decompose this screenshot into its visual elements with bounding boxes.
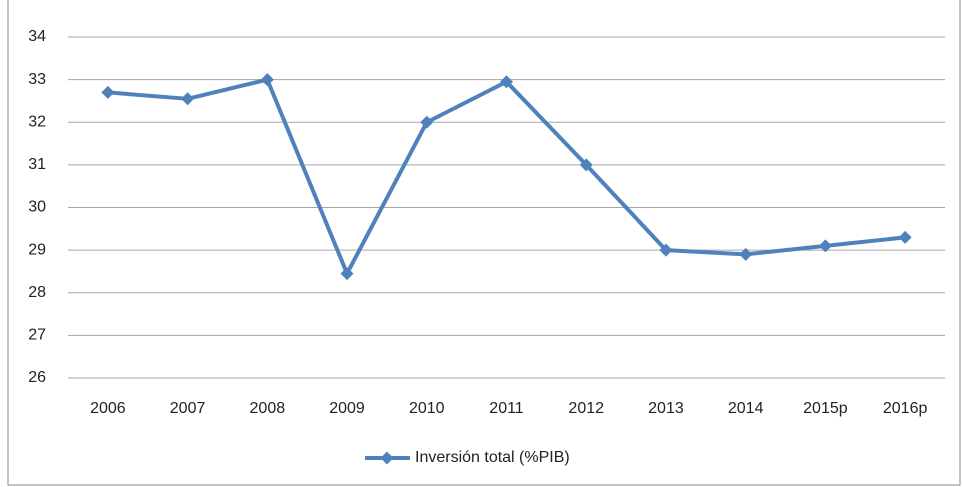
x-tick-label: 2008 <box>250 400 286 417</box>
y-tick-label: 32 <box>28 113 46 130</box>
y-tick-label: 28 <box>28 284 46 301</box>
x-tick-label: 2013 <box>648 400 684 417</box>
x-tick-label: 2012 <box>568 400 604 417</box>
x-tick-label: 2009 <box>329 400 365 417</box>
point-marker <box>579 158 593 172</box>
y-tick-label: 27 <box>28 327 46 344</box>
point-marker <box>659 243 673 257</box>
x-tick-label: 2010 <box>409 400 445 417</box>
x-tick-label: 2011 <box>489 400 524 417</box>
point-marker <box>101 85 115 99</box>
point-marker <box>818 239 832 253</box>
y-tick-label: 34 <box>28 28 46 45</box>
y-tick-label: 31 <box>28 156 46 173</box>
point-marker <box>181 92 195 106</box>
point-marker <box>739 247 753 261</box>
legend-marker <box>380 451 394 465</box>
chart-frame <box>7 0 961 486</box>
point-marker <box>260 73 274 87</box>
y-tick-label: 29 <box>28 241 46 258</box>
x-tick-label: 2007 <box>170 400 206 417</box>
point-marker <box>340 267 354 281</box>
y-tick-label: 26 <box>28 369 46 386</box>
x-tick-label: 2014 <box>728 400 764 417</box>
x-tick-label: 2015p <box>803 400 848 417</box>
point-marker <box>420 115 434 129</box>
y-tick-label: 33 <box>28 71 46 88</box>
x-tick-label: 2016p <box>883 400 928 417</box>
x-tick-label: 2006 <box>90 400 126 417</box>
point-marker <box>898 230 912 244</box>
y-tick-label: 30 <box>28 199 46 216</box>
point-marker <box>500 75 513 89</box>
legend-label: Inversión total (%PIB) <box>415 449 570 466</box>
